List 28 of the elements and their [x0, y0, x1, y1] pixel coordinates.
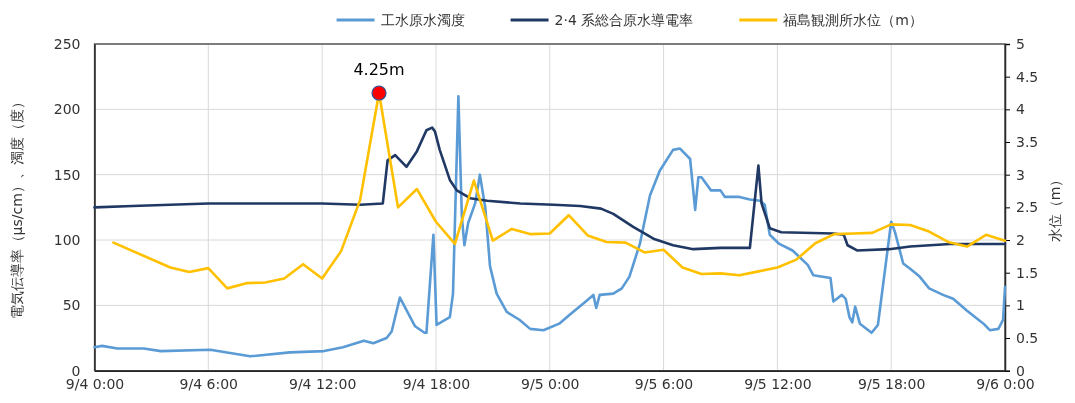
annotation: 4.25m	[353, 60, 405, 79]
y2-tick-label: 1	[1016, 297, 1025, 314]
y2-tick-label: 3	[1016, 166, 1025, 183]
y2-tick-label: 4.5	[1016, 68, 1039, 85]
legend-label: 2·4 系総合原水導電率	[554, 12, 694, 28]
x-tick-label: 9/4 18:00	[402, 375, 471, 392]
y2-tick-label: 5	[1016, 35, 1025, 52]
y2-tick-label: 1.5	[1016, 264, 1039, 281]
x-tick-label: 9/5 6:00	[634, 375, 694, 392]
legend-label: 工水原水濁度	[380, 12, 465, 28]
legend-label: 福島観測所水位（m）	[783, 12, 923, 28]
x-tick-label: 9/4 12:00	[288, 375, 357, 392]
x-tick-label: 9/5 0:00	[521, 375, 580, 392]
y2-tick-label: 0.5	[1016, 330, 1039, 347]
y2-tick-label: 3.5	[1016, 133, 1039, 150]
y-tick-label: 200	[53, 101, 81, 118]
y2-tick-label: 2	[1016, 232, 1025, 248]
x-tick-label: 9/5 18:00	[858, 375, 926, 392]
y-tick-label: 250	[53, 35, 81, 52]
y-tick-label: 150	[53, 166, 81, 183]
y2-axis-title: 水位（m）	[1047, 172, 1063, 243]
y2-tick-label: 4	[1016, 101, 1025, 118]
x-tick-label: 9/5 12:00	[744, 375, 812, 392]
y2-tick-label: 2.5	[1016, 199, 1039, 216]
y-tick-label: 50	[62, 297, 81, 314]
y-tick-label: 100	[53, 232, 81, 248]
x-tick-label: 9/4 6:00	[179, 375, 239, 392]
y-axis-title: 電気伝導率（μs/cm）、濁度（度）	[9, 95, 25, 320]
